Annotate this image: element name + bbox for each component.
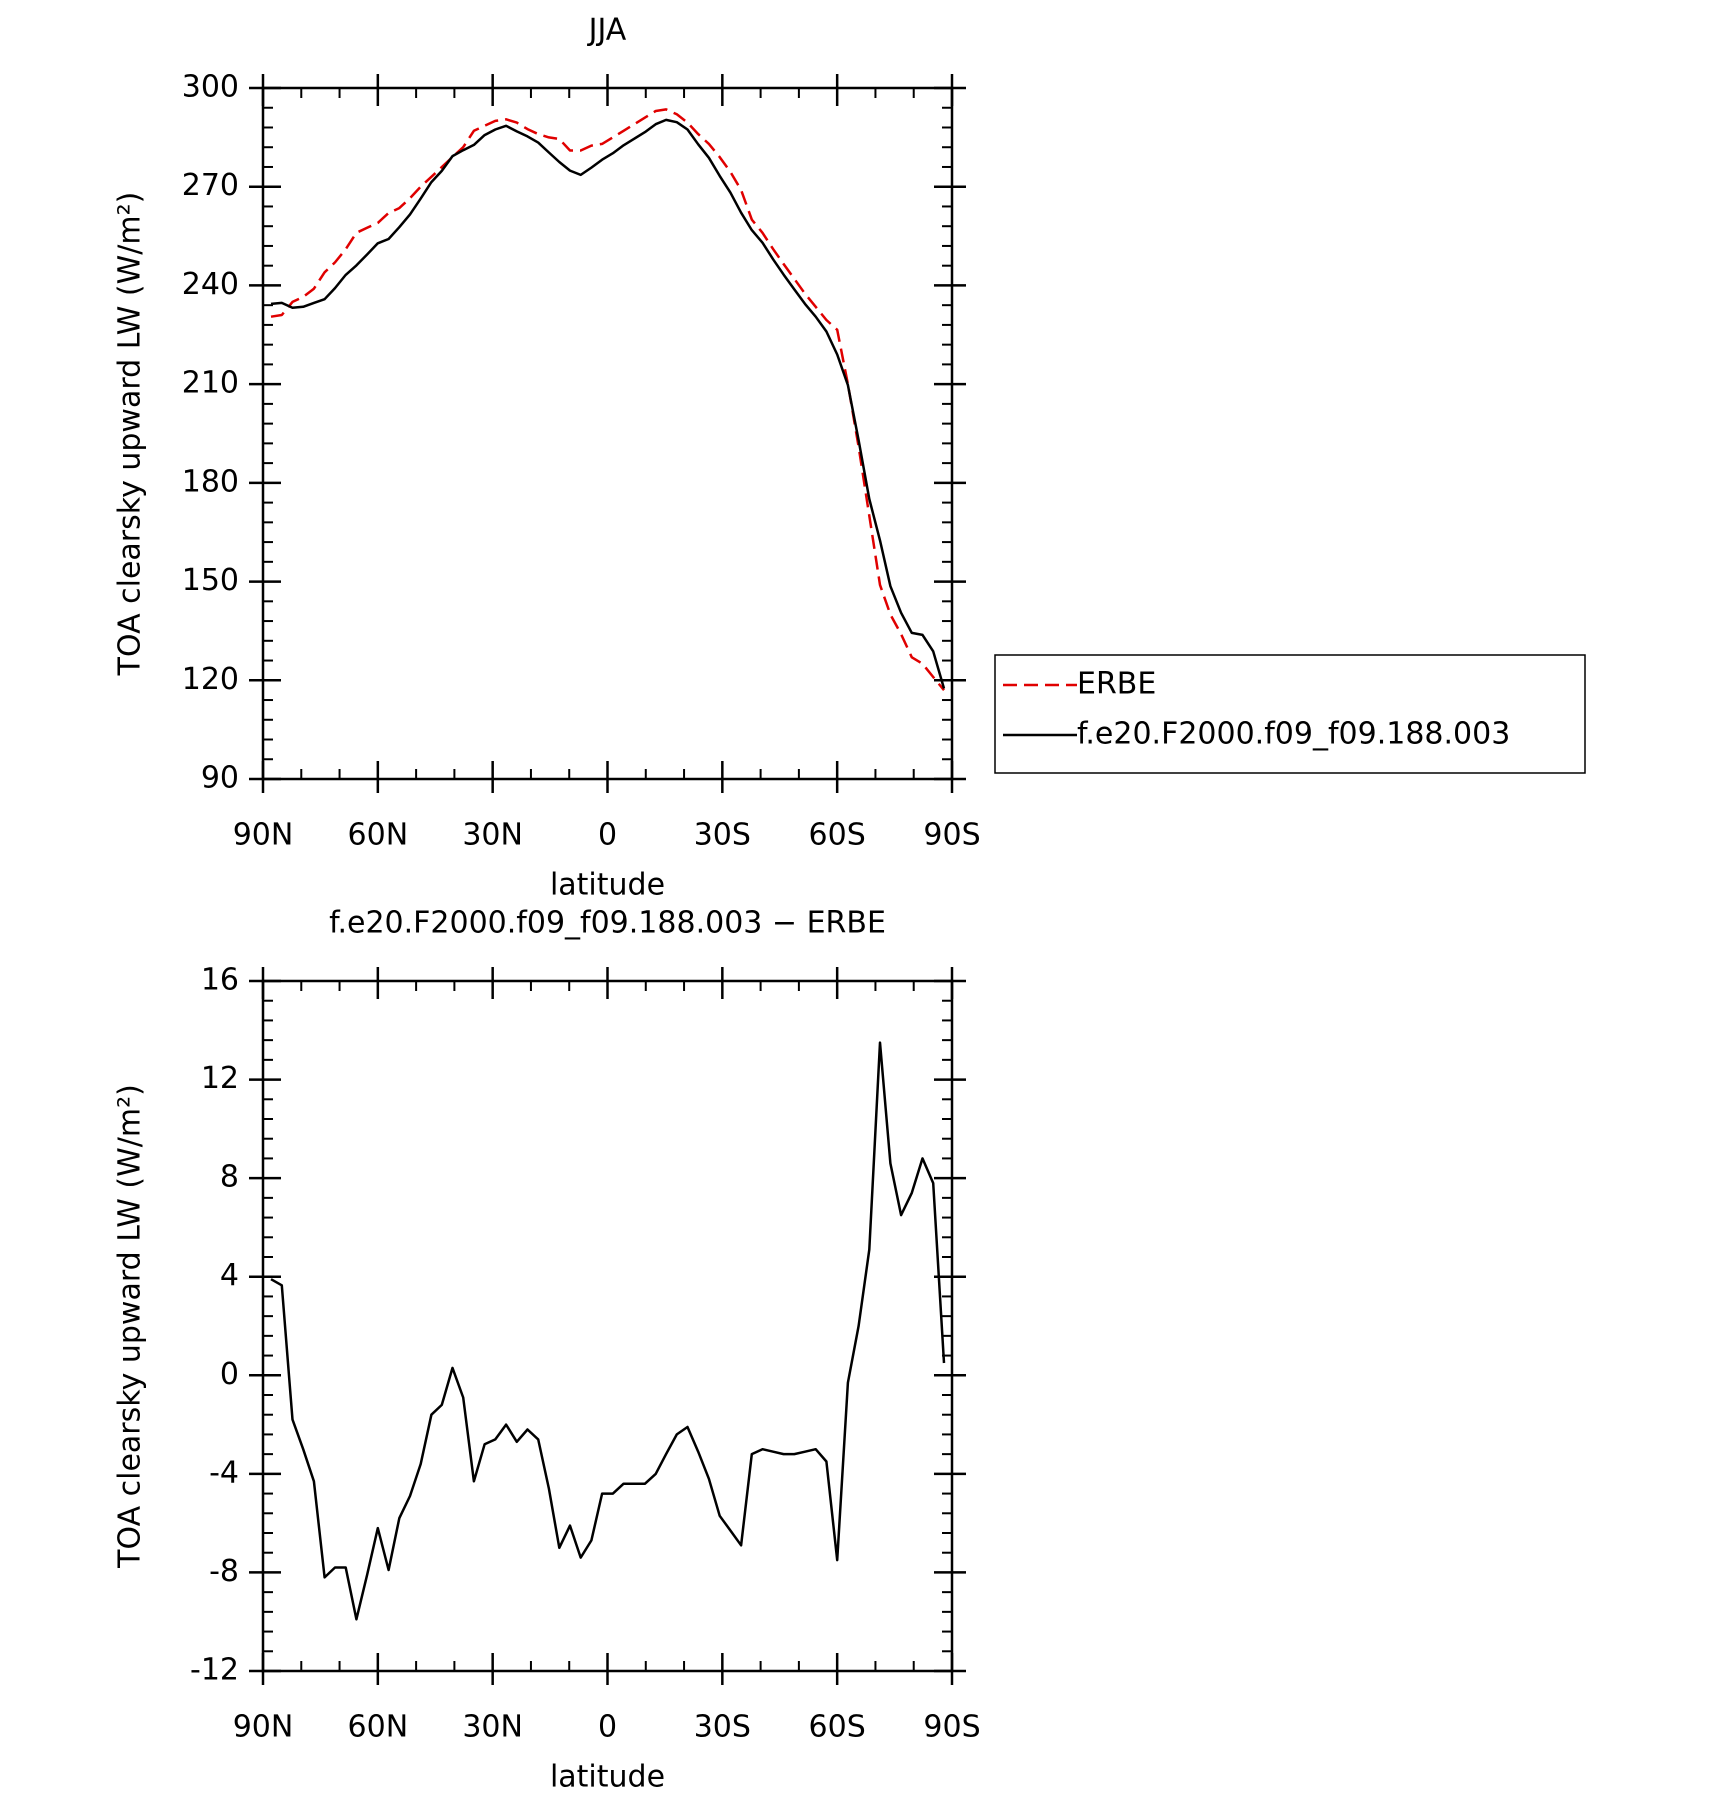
y-tick-label: 90 bbox=[201, 761, 239, 796]
x-tick-label: 30N bbox=[462, 1710, 523, 1745]
y-tick-label: 8 bbox=[220, 1160, 239, 1195]
y-tick-label: 0 bbox=[220, 1357, 239, 1392]
chart-title: f.e20.F2000.f09_f09.188.003 − ERBE bbox=[329, 906, 886, 941]
chart-title: JJA bbox=[587, 13, 627, 48]
data-line bbox=[270, 118, 946, 689]
legend-label: f.e20.F2000.f09_f09.188.003 bbox=[1077, 717, 1510, 752]
x-tick-label: 60N bbox=[348, 1710, 409, 1745]
y-tick-label: 240 bbox=[182, 267, 239, 302]
x-tick-label: 90N bbox=[233, 818, 294, 853]
x-tick-label: 0 bbox=[598, 1710, 617, 1745]
y-tick-label: -12 bbox=[190, 1653, 239, 1688]
x-axis-label: latitude bbox=[550, 1760, 665, 1795]
y-tick-label: 150 bbox=[182, 563, 239, 598]
y-tick-label: 120 bbox=[182, 662, 239, 697]
data-line bbox=[270, 1041, 946, 1621]
x-tick-label: 30S bbox=[694, 1710, 751, 1745]
y-tick-label: 210 bbox=[182, 366, 239, 401]
x-tick-label: 30N bbox=[462, 818, 523, 853]
y-tick-label: -8 bbox=[209, 1554, 239, 1589]
x-tick-label: 60S bbox=[809, 818, 866, 853]
y-tick-label: 180 bbox=[182, 464, 239, 499]
y-tick-label: 16 bbox=[201, 963, 239, 998]
y-axis-label: TOA clearsky upward LW (W/m²) bbox=[113, 192, 148, 677]
legend-box bbox=[994, 654, 1586, 774]
legend-label: ERBE bbox=[1077, 667, 1156, 702]
plot: f.e20.F2000.f09_f09.188.003 − ERBE latitu… bbox=[113, 906, 981, 1795]
x-tick-label: 90S bbox=[923, 1710, 980, 1745]
y-axis-label: TOA clearsky upward LW (W/m²) bbox=[113, 1084, 148, 1569]
x-tick-label: 30S bbox=[694, 818, 751, 853]
data-line bbox=[270, 108, 945, 691]
y-tick-label: 300 bbox=[182, 70, 239, 105]
x-tick-label: 60N bbox=[348, 818, 409, 853]
y-tick-label: 270 bbox=[182, 168, 239, 203]
x-axis-label: latitude bbox=[550, 868, 665, 903]
x-tick-label: 90N bbox=[233, 1710, 294, 1745]
y-tick-label: -4 bbox=[209, 1455, 239, 1490]
plot-frame bbox=[261, 86, 954, 781]
plot: JJA latitude TOA clearsky upward LW (W/m²)… bbox=[113, 13, 1586, 903]
x-tick-label: 60S bbox=[809, 1710, 866, 1745]
plot-frame bbox=[261, 979, 954, 1673]
x-tick-label: 0 bbox=[598, 818, 617, 853]
y-tick-label: 12 bbox=[201, 1061, 239, 1096]
x-tick-label: 90S bbox=[923, 818, 980, 853]
y-tick-label: 4 bbox=[220, 1258, 239, 1293]
